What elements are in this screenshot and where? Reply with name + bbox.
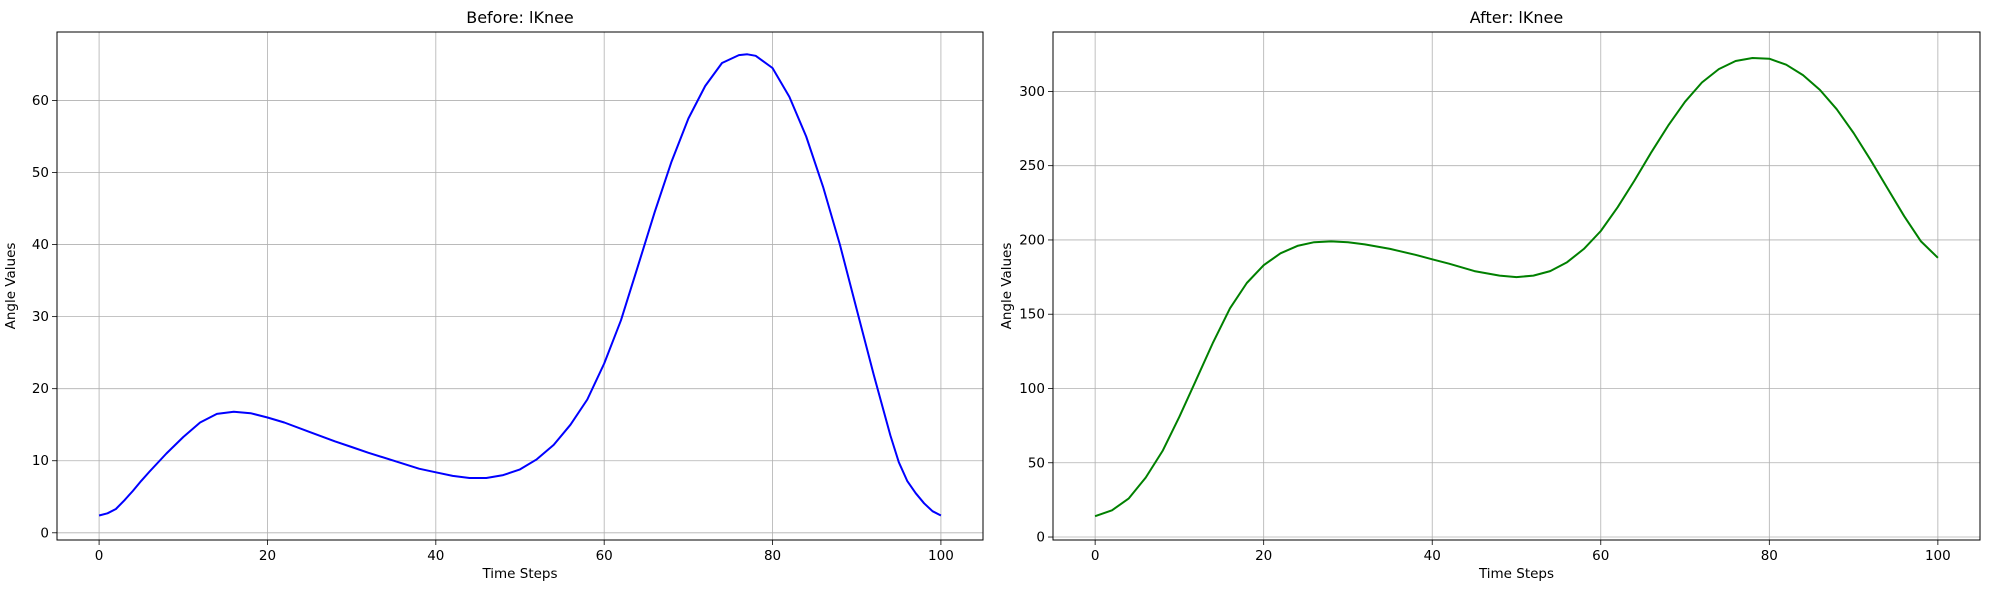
y-tick-label: 60: [32, 93, 49, 109]
x-tick-label: 20: [259, 548, 276, 564]
y-tick-label: 0: [1036, 530, 1045, 546]
plot-frame: [56, 31, 984, 541]
x-axis-label: Time Steps: [481, 566, 557, 582]
plot-frame: [1052, 31, 1981, 541]
y-tick-label: 10: [32, 453, 49, 469]
y-tick-label: 150: [1019, 307, 1045, 323]
grid-lines: [57, 32, 983, 540]
y-tick-label: 250: [1019, 158, 1045, 174]
x-axis-label: Time Steps: [1478, 566, 1554, 582]
chart-before-lknee: 0 20 40 60 80 100 0 10 20 30 40 50 60 Before: lKnee…: [3, 8, 984, 582]
y-axis-label: Angle Values: [3, 243, 19, 330]
y-tick-label: 100: [1019, 381, 1045, 397]
y-axis-label: Angle Values: [999, 243, 1015, 330]
chart-title: Before: lKnee: [466, 8, 574, 27]
y-axis-ticks: 0 10 20 30 40 50 60: [32, 93, 57, 541]
x-tick-label: 40: [1424, 548, 1441, 564]
y-tick-label: 30: [32, 309, 49, 325]
y-tick-label: 20: [32, 381, 49, 397]
x-tick-label: 60: [1592, 548, 1609, 564]
chart-title: After: lKnee: [1470, 8, 1563, 27]
series-line: [98, 53, 942, 517]
x-axis-ticks: 0 20 40 60 80 100: [1091, 540, 1951, 564]
x-tick-label: 100: [928, 548, 954, 564]
x-tick-label: 20: [1255, 548, 1272, 564]
y-tick-label: 50: [1028, 455, 1045, 471]
grid-lines: [1053, 32, 1980, 540]
chart-after-lknee: 0 20 40 60 80 100 0 50 100 150 200 250 300 After: l…: [999, 8, 1981, 582]
y-tick-label: 200: [1019, 232, 1045, 248]
x-tick-label: 0: [1091, 548, 1100, 564]
y-tick-label: 40: [32, 237, 49, 253]
x-axis-ticks: 0 20 40 60 80 100: [95, 540, 954, 564]
y-axis-ticks: 0 50 100 150 200 250 300: [1019, 84, 1053, 546]
x-tick-label: 40: [427, 548, 444, 564]
y-tick-label: 0: [40, 525, 49, 541]
y-tick-label: 300: [1019, 84, 1045, 100]
x-tick-label: 0: [95, 548, 104, 564]
series-lines: [1094, 57, 1939, 518]
y-tick-label: 50: [32, 165, 49, 181]
x-tick-label: 100: [1925, 548, 1951, 564]
series-lines: [98, 53, 942, 517]
x-tick-label: 60: [596, 548, 613, 564]
series-line: [1094, 57, 1939, 518]
x-tick-label: 80: [1761, 548, 1778, 564]
x-tick-label: 80: [764, 548, 781, 564]
